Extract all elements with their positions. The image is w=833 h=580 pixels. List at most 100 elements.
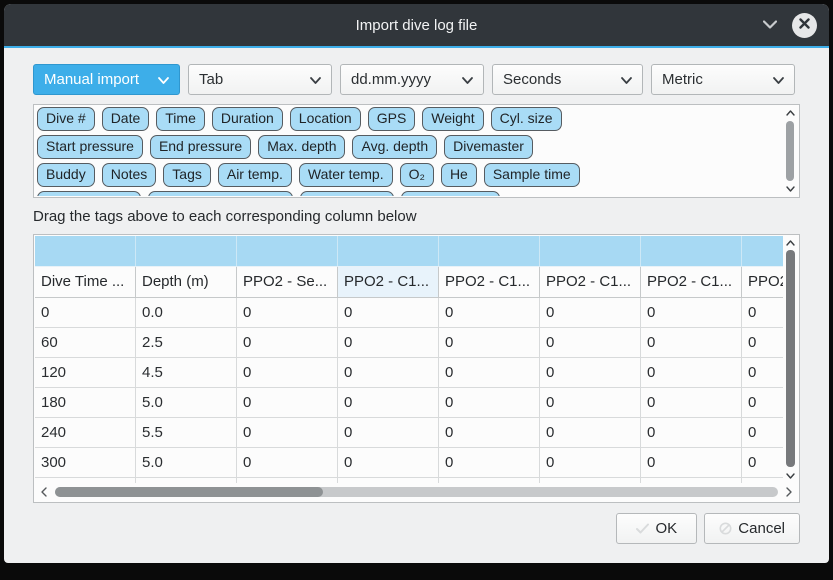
tag[interactable]: Cyl. size (490, 107, 562, 131)
table-cell: 180 (35, 388, 136, 418)
drop-target-cell[interactable] (439, 236, 540, 267)
chevron-down-icon (762, 16, 778, 34)
column-header[interactable]: PPO2 - C1... (338, 267, 439, 298)
table-cell: 2.5 (136, 328, 237, 358)
table-cell: 0 (641, 358, 742, 388)
tag[interactable]: Location (289, 107, 361, 131)
scroll-right-icon[interactable] (784, 487, 794, 497)
chevron-down-icon (621, 71, 632, 88)
tag[interactable]: Sample temperature (148, 191, 294, 196)
partial-row (35, 478, 783, 483)
tag[interactable]: Date (101, 107, 150, 131)
table-cell (338, 478, 439, 483)
scrollbar-track[interactable] (55, 487, 778, 497)
table-cell: 0 (641, 388, 742, 418)
table-cell: 0 (439, 328, 540, 358)
drop-target-cell[interactable] (136, 236, 237, 267)
table-cell (237, 478, 338, 483)
table-vertical-scrollbar[interactable] (783, 236, 798, 483)
tag[interactable]: Divemaster (444, 135, 533, 159)
table-cell: 0 (641, 418, 742, 448)
tag[interactable]: Air temp. (217, 163, 292, 187)
tag[interactable]: He (440, 163, 477, 187)
scroll-down-icon[interactable] (783, 470, 798, 482)
close-button[interactable] (792, 12, 817, 38)
tag[interactable]: Start pressure (37, 135, 143, 159)
scrollbar-thumb[interactable] (786, 250, 795, 467)
column-header[interactable]: PPO2 - C1... (742, 267, 783, 298)
scroll-left-icon[interactable] (39, 487, 49, 497)
table-cell: 4.5 (136, 358, 237, 388)
field-separator-select[interactable]: Tab (188, 64, 332, 95)
tag[interactable]: Water temp. (298, 163, 393, 187)
drop-target-cell[interactable] (540, 236, 641, 267)
table-cell: 0 (540, 298, 641, 328)
shade-button[interactable] (761, 16, 779, 34)
close-icon (799, 16, 810, 34)
column-header[interactable]: PPO2 - Se... (237, 267, 338, 298)
table-cell: 0 (338, 328, 439, 358)
column-header[interactable]: Dive Time ... (35, 267, 136, 298)
chevron-down-icon (773, 71, 784, 88)
tag[interactable]: Sample depth (37, 191, 142, 196)
table-cell: 0 (742, 448, 783, 478)
table-row: 300 5.0 0 0 0 0 0 0 (35, 448, 783, 478)
date-format-select[interactable]: dd.mm.yyyy (340, 64, 484, 95)
column-header[interactable]: PPO2 - C1... (439, 267, 540, 298)
tag[interactable]: O₂ (399, 163, 434, 187)
cancel-label: Cancel (738, 520, 785, 537)
units-select[interactable]: Metric (651, 64, 795, 95)
scrollbar-thumb[interactable] (55, 487, 323, 497)
drop-target-cell[interactable] (338, 236, 439, 267)
tag[interactable]: Duration (211, 107, 283, 131)
cancel-button[interactable]: Cancel (704, 513, 800, 544)
tag[interactable]: Dive # (37, 107, 95, 131)
ok-button[interactable]: OK (616, 513, 698, 544)
table-cell: 0 (641, 328, 742, 358)
tag-row-3: Sample depth Sample temperature Sample pO₂… (37, 191, 781, 196)
checkmark-icon (636, 523, 650, 534)
tag[interactable]: Tags (163, 163, 211, 187)
tag-palette-scrollbar[interactable] (782, 106, 798, 196)
scroll-up-icon[interactable] (783, 237, 798, 249)
tag[interactable]: Buddy (37, 163, 95, 187)
column-header[interactable]: Depth (m) (136, 267, 237, 298)
table-cell: 0 (237, 448, 338, 478)
tag[interactable]: Sample pO₂ (300, 191, 394, 196)
table-row: 60 2.5 0 0 0 0 0 0 (35, 328, 783, 358)
import-mode-select[interactable]: Manual import (33, 64, 180, 95)
tag[interactable]: Weight (422, 107, 484, 131)
drop-target-cell[interactable] (35, 236, 136, 267)
tag[interactable]: GPS (367, 107, 416, 131)
units-value: Metric (662, 71, 703, 88)
table-cell: 5.0 (136, 448, 237, 478)
table-cell (641, 478, 742, 483)
scroll-down-icon[interactable] (782, 183, 798, 195)
table-cell (136, 478, 237, 483)
table-cell: 0 (439, 358, 540, 388)
tag[interactable]: End pressure (149, 135, 252, 159)
column-header[interactable]: PPO2 - C1... (641, 267, 742, 298)
tag[interactable]: Sample time (483, 163, 580, 187)
chevron-down-icon (158, 71, 169, 88)
field-separator-value: Tab (199, 71, 224, 88)
cancel-circle-icon (719, 522, 732, 535)
tag[interactable]: Time (156, 107, 205, 131)
tag[interactable]: Avg. depth (352, 135, 438, 159)
scroll-up-icon[interactable] (782, 107, 798, 119)
tag[interactable]: Sample CNS (400, 191, 500, 196)
drop-target-cell[interactable] (237, 236, 338, 267)
table-horizontal-scrollbar[interactable] (35, 483, 798, 501)
table-cell (35, 478, 136, 483)
import-preview-table: Dive Time ... Depth (m) PPO2 - Se... PPO2 -… (33, 234, 800, 503)
table-cell: 0.0 (136, 298, 237, 328)
duration-format-select[interactable]: Seconds (492, 64, 643, 95)
scrollbar-thumb[interactable] (786, 121, 794, 181)
tag[interactable]: Notes (101, 163, 157, 187)
drop-target-cell[interactable] (742, 236, 783, 267)
tag[interactable]: Max. depth (258, 135, 346, 159)
column-header[interactable]: PPO2 - C1... (540, 267, 641, 298)
tag-row-1: Start pressure End pressure Max. depth Avg.… (37, 135, 781, 159)
table-cell (742, 478, 783, 483)
drop-target-cell[interactable] (641, 236, 742, 267)
